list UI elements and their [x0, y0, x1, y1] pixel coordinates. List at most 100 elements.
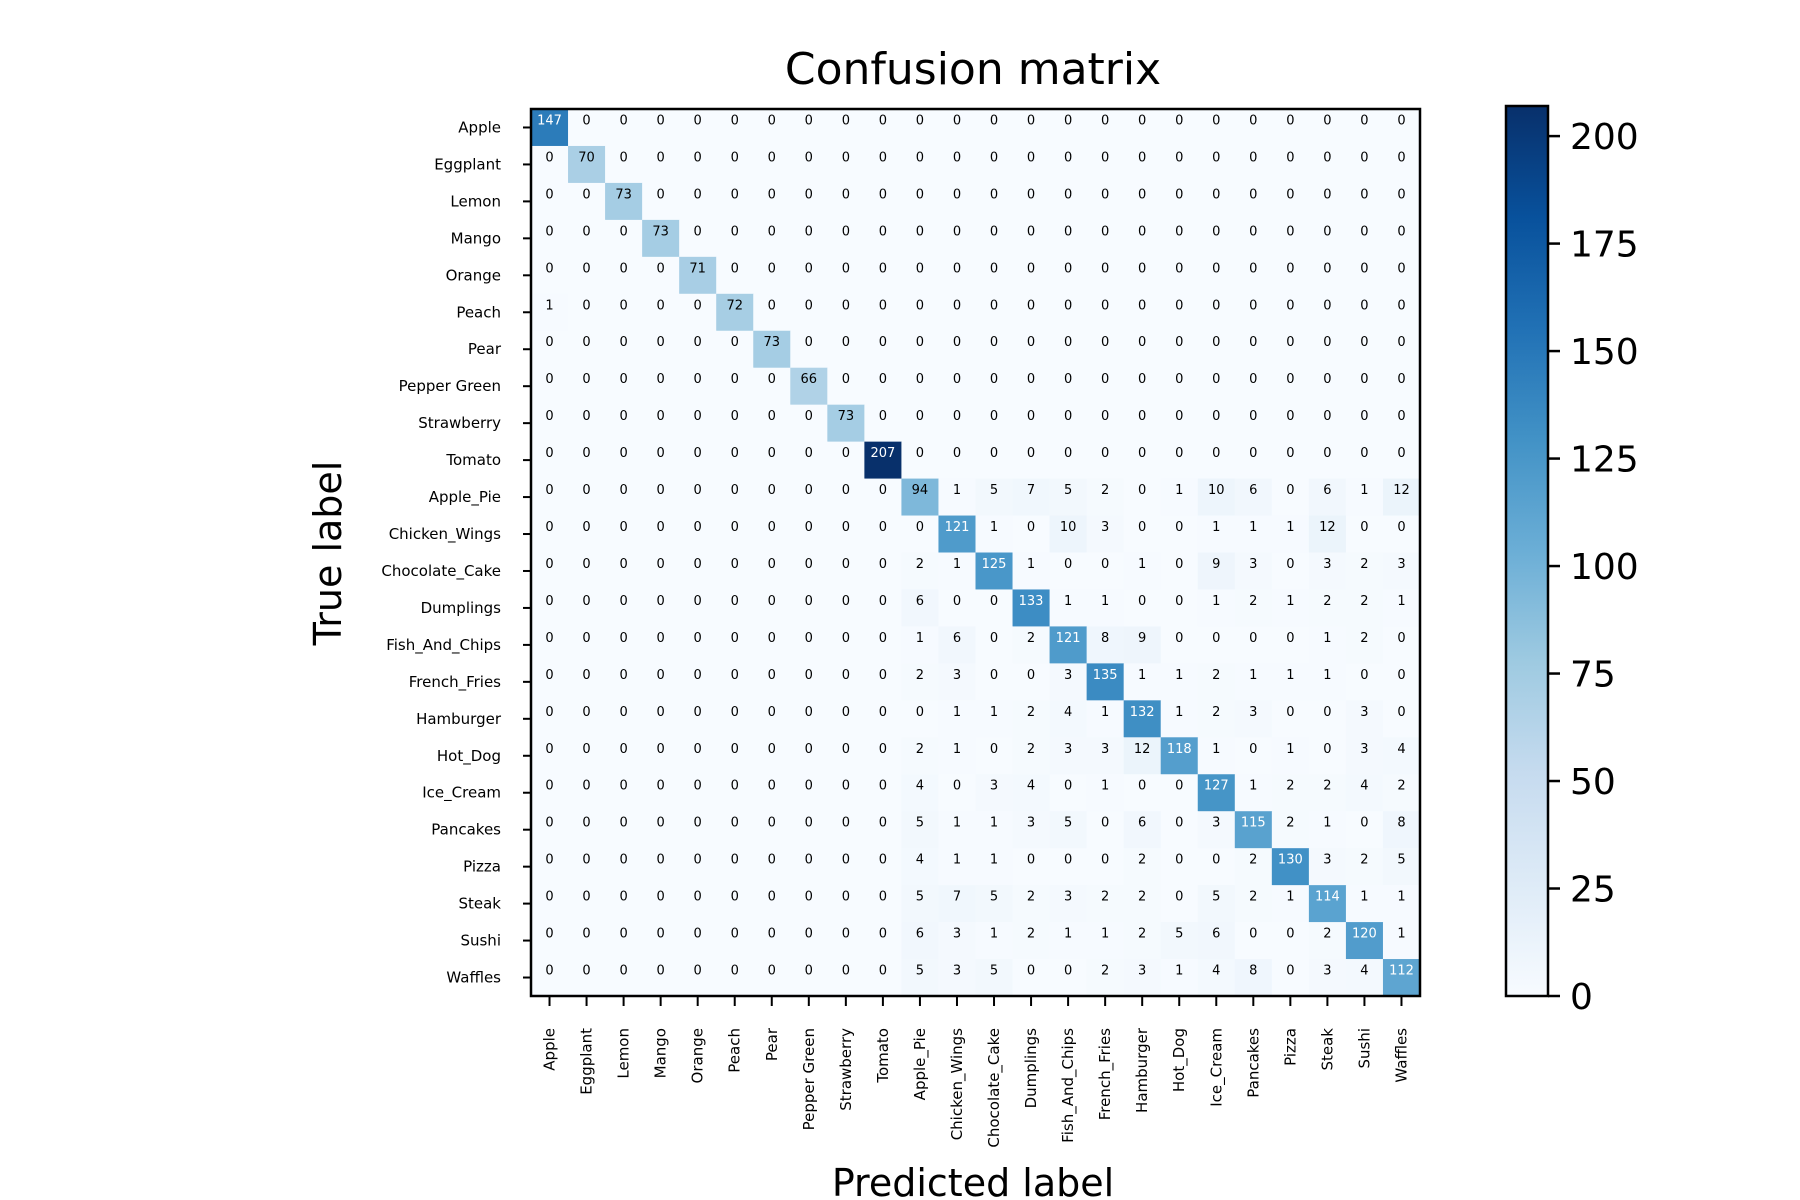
cell-value-label: 0: [1323, 335, 1331, 350]
cell-value-label: 9: [1138, 631, 1146, 646]
cell-value-label: 0: [1138, 298, 1146, 313]
heatmap-cell: [1271, 663, 1310, 701]
heatmap-cell: [568, 774, 606, 812]
heatmap-cell: [1382, 737, 1421, 775]
cell-value-label: 0: [1360, 113, 1368, 128]
cell-value-label: 0: [1249, 446, 1257, 461]
heatmap-cell: [975, 219, 1013, 258]
heatmap-cell: [1049, 663, 1088, 701]
heatmap-cell: [827, 478, 865, 516]
heatmap-cell: [753, 848, 791, 886]
cell-value-label: 0: [1101, 853, 1109, 868]
cell-value-label: 0: [1027, 298, 1035, 313]
heatmap-cell: [1123, 404, 1162, 443]
heatmap-cell: [1160, 774, 1199, 812]
heatmap-cell: [1197, 145, 1236, 184]
heatmap-cell: [605, 848, 643, 886]
heatmap-cell: [642, 848, 680, 886]
heatmap-cell: [1234, 774, 1273, 812]
cell-value-label: 6: [1323, 483, 1331, 498]
cell-value-label: 6: [1138, 816, 1146, 831]
y-tick-label: Waffles: [446, 969, 501, 987]
cell-value-label: 2: [1212, 668, 1220, 683]
heatmap-cell: [605, 700, 643, 738]
heatmap-cell: [1308, 330, 1347, 369]
cell-value-label: 1: [1249, 779, 1257, 794]
heatmap-cell: [1345, 404, 1384, 443]
cell-value-label: 0: [1138, 409, 1146, 424]
heatmap-cell: [901, 293, 939, 332]
cell-value-label: 0: [1027, 520, 1035, 535]
cell-value-label: 0: [1101, 409, 1109, 424]
cell-value-label: 0: [731, 483, 739, 498]
cell-value-label: 0: [1286, 372, 1294, 387]
heatmap-cell: [605, 663, 643, 701]
cell-value-label: 2: [1323, 594, 1331, 609]
cell-value-label: 0: [731, 261, 739, 276]
heatmap-cell: [642, 256, 680, 295]
heatmap-cell: [1012, 959, 1050, 997]
heatmap-cell: [642, 922, 680, 960]
cell-value-label: 0: [545, 261, 553, 276]
heatmap-cell: [605, 293, 643, 332]
heatmap-cell: [605, 737, 643, 775]
heatmap-cell: [642, 182, 680, 221]
cell-value-label: 2: [1138, 927, 1146, 942]
cell-value-label: 0: [916, 335, 924, 350]
colorbar-tick-label: 200: [1570, 117, 1639, 158]
heatmap-cell: [1308, 774, 1347, 812]
heatmap-cell: [901, 552, 939, 590]
heatmap-cell: [1234, 109, 1273, 147]
cell-value-label: 0: [619, 631, 627, 646]
cell-value-label: 0: [990, 668, 998, 683]
heatmap-cell: [1382, 663, 1421, 701]
heatmap-cell: [753, 145, 791, 184]
heatmap-cell: [568, 182, 606, 221]
cell-value-label: 0: [1397, 705, 1405, 720]
cell-value-label: 0: [1101, 113, 1109, 128]
heatmap-cell: [1049, 959, 1088, 997]
heatmap-cell: [605, 478, 643, 516]
cell-value-label: 0: [1101, 557, 1109, 572]
heatmap-cell: [1382, 959, 1421, 997]
cell-value-label: 0: [1286, 113, 1294, 128]
cell-value-label: 0: [879, 779, 887, 794]
cell-value-label: 0: [1175, 890, 1183, 905]
cell-value-label: 0: [657, 631, 665, 646]
heatmap-cell: [642, 367, 680, 406]
x-tick-label: Apple_Pie: [911, 1028, 930, 1100]
cell-value-label: 0: [1064, 446, 1072, 461]
heatmap-cell: [716, 848, 754, 886]
heatmap-cell: [531, 848, 569, 886]
cell-value-label: 0: [916, 298, 924, 313]
cell-value-label: 0: [694, 927, 702, 942]
heatmap-cell: [605, 922, 643, 960]
cell-value-label: 0: [619, 224, 627, 239]
cell-value-label: 0: [1286, 335, 1294, 350]
cell-value-label: 3: [1323, 853, 1331, 868]
heatmap-cell: [1123, 256, 1162, 295]
heatmap-cell: [790, 626, 828, 664]
heatmap-cell: [1197, 885, 1236, 923]
cell-value-label: 1: [953, 483, 961, 498]
heatmap-cell: [716, 552, 754, 590]
cell-value-label: 0: [657, 335, 665, 350]
heatmap-cell: [1271, 552, 1310, 590]
heatmap-cell: [938, 922, 976, 960]
cell-value-label: 5: [1064, 816, 1072, 831]
cell-value-label: 6: [1212, 927, 1220, 942]
cell-value-label: 0: [1360, 261, 1368, 276]
heatmap-cell: [1234, 404, 1273, 443]
cell-value-label: 0: [805, 557, 813, 572]
heatmap-cell: [1234, 737, 1273, 775]
cell-value-label: 2: [1323, 779, 1331, 794]
cell-value-label: 0: [1360, 816, 1368, 831]
cell-value-label: 0: [1249, 298, 1257, 313]
cell-value-label: 1: [990, 705, 998, 720]
heatmap-cell: [1012, 293, 1050, 332]
heatmap-cell: [1123, 367, 1162, 406]
heatmap-cell: [1160, 737, 1199, 775]
cell-value-label: 0: [805, 483, 813, 498]
cell-value-label: 0: [1249, 927, 1257, 942]
heatmap-cell: [1308, 848, 1347, 886]
